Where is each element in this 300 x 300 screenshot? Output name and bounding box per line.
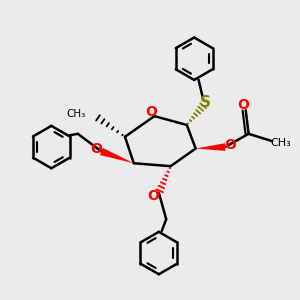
Polygon shape [196,143,225,151]
Text: S: S [200,95,211,110]
Text: O: O [224,138,236,152]
Text: CH₃: CH₃ [66,109,85,119]
Text: O: O [146,105,158,119]
Text: O: O [237,98,249,112]
Polygon shape [100,148,134,163]
Text: O: O [147,189,159,202]
Text: CH₃: CH₃ [271,138,291,148]
Text: O: O [90,142,102,155]
